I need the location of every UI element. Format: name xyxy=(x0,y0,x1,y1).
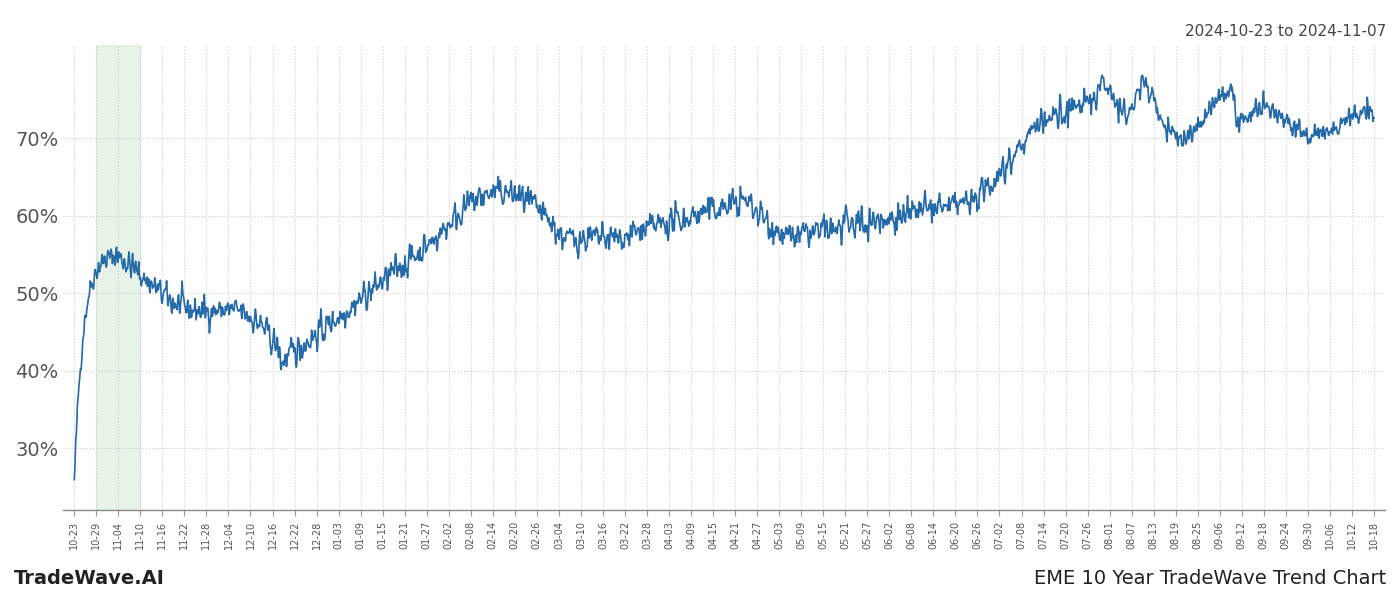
Text: EME 10 Year TradeWave Trend Chart: EME 10 Year TradeWave Trend Chart xyxy=(1033,569,1386,588)
Bar xyxy=(97,45,140,510)
Text: TradeWave.AI: TradeWave.AI xyxy=(14,569,165,588)
Text: 2024-10-23 to 2024-11-07: 2024-10-23 to 2024-11-07 xyxy=(1184,24,1386,39)
